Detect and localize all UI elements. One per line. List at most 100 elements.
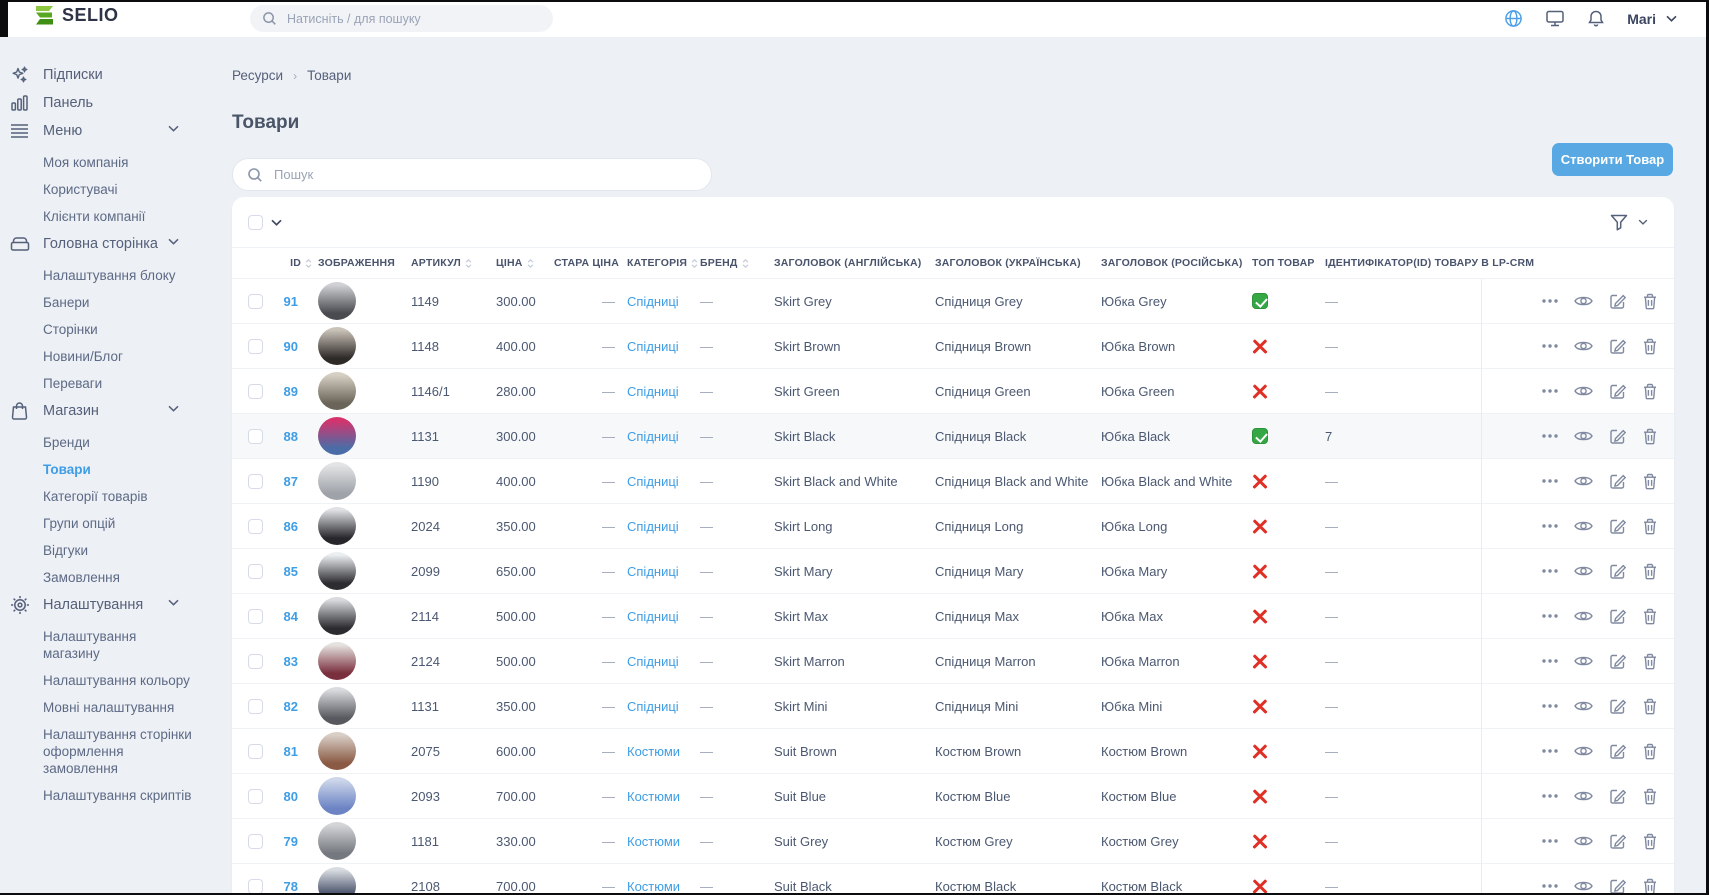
category-link[interactable]: Спідниці	[627, 338, 679, 354]
view-eye-icon[interactable]	[1574, 879, 1593, 893]
product-id-link[interactable]: 84	[283, 608, 298, 624]
view-eye-icon[interactable]	[1574, 294, 1593, 308]
sidebar-section-5[interactable]: Налаштування	[10, 591, 218, 619]
category-link[interactable]: Костюми	[627, 743, 681, 759]
product-image[interactable]	[318, 372, 356, 410]
more-actions-icon[interactable]	[1542, 704, 1558, 708]
sort-icon[interactable]	[742, 258, 749, 268]
bell-icon[interactable]	[1587, 9, 1605, 28]
category-link[interactable]: Костюми	[627, 788, 681, 804]
sidebar-item-active[interactable]: Товари	[43, 462, 91, 477]
edit-icon[interactable]	[1609, 428, 1626, 445]
product-id-link[interactable]: 82	[283, 698, 298, 714]
more-actions-icon[interactable]	[1542, 569, 1558, 573]
global-search-input[interactable]	[285, 10, 541, 27]
row-checkbox[interactable]	[248, 383, 263, 399]
sidebar-item[interactable]: Налаштування скриптів	[43, 788, 192, 803]
category-link[interactable]: Спідниці	[627, 698, 679, 714]
product-image[interactable]	[318, 597, 356, 635]
view-eye-icon[interactable]	[1574, 384, 1593, 398]
category-link[interactable]: Спідниці	[627, 383, 679, 399]
more-actions-icon[interactable]	[1542, 524, 1558, 528]
product-image[interactable]	[318, 417, 356, 455]
category-link[interactable]: Спідниці	[627, 653, 679, 669]
product-id-link[interactable]: 80	[283, 788, 298, 804]
row-checkbox[interactable]	[248, 518, 263, 534]
edit-icon[interactable]	[1609, 563, 1626, 580]
product-id-link[interactable]: 81	[283, 743, 298, 759]
edit-icon[interactable]	[1609, 338, 1626, 355]
sidebar-item[interactable]: Налаштування блоку	[43, 268, 176, 283]
select-all-checkbox[interactable]	[248, 214, 263, 230]
globe-icon[interactable]	[1504, 9, 1523, 28]
sidebar-item[interactable]: Користувачі	[43, 182, 118, 197]
category-link[interactable]: Спідниці	[627, 608, 679, 624]
product-id-link[interactable]: 89	[283, 383, 298, 399]
row-checkbox[interactable]	[248, 293, 263, 309]
product-image[interactable]	[318, 282, 356, 320]
more-actions-icon[interactable]	[1542, 794, 1558, 798]
sort-icon[interactable]	[527, 258, 534, 268]
view-eye-icon[interactable]	[1574, 429, 1593, 443]
edit-icon[interactable]	[1609, 698, 1626, 715]
delete-trash-icon[interactable]	[1642, 473, 1658, 490]
more-actions-icon[interactable]	[1542, 389, 1558, 393]
category-link[interactable]: Спідниці	[627, 518, 679, 534]
delete-trash-icon[interactable]	[1642, 833, 1658, 850]
global-search[interactable]	[250, 5, 553, 32]
sidebar-section-0[interactable]: Підписки	[10, 61, 218, 89]
delete-trash-icon[interactable]	[1642, 608, 1658, 625]
view-eye-icon[interactable]	[1574, 339, 1593, 353]
sidebar-item[interactable]: Замовлення	[43, 570, 120, 585]
delete-trash-icon[interactable]	[1642, 788, 1658, 805]
more-actions-icon[interactable]	[1542, 344, 1558, 348]
edit-icon[interactable]	[1609, 878, 1626, 895]
product-id-link[interactable]: 91	[283, 293, 298, 309]
category-link[interactable]: Спідниці	[627, 563, 679, 579]
delete-trash-icon[interactable]	[1642, 743, 1658, 760]
product-image[interactable]	[318, 687, 356, 725]
row-checkbox[interactable]	[248, 338, 263, 354]
more-actions-icon[interactable]	[1542, 614, 1558, 618]
more-actions-icon[interactable]	[1542, 884, 1558, 888]
edit-icon[interactable]	[1609, 293, 1626, 310]
view-eye-icon[interactable]	[1574, 609, 1593, 623]
row-checkbox[interactable]	[248, 653, 263, 669]
view-eye-icon[interactable]	[1574, 474, 1593, 488]
user-menu[interactable]: Mari	[1627, 11, 1677, 27]
delete-trash-icon[interactable]	[1642, 338, 1658, 355]
delete-trash-icon[interactable]	[1642, 518, 1658, 535]
edit-icon[interactable]	[1609, 743, 1626, 760]
filter-control[interactable]	[1610, 214, 1648, 231]
edit-icon[interactable]	[1609, 518, 1626, 535]
view-eye-icon[interactable]	[1574, 654, 1593, 668]
sidebar-section-2[interactable]: Меню	[10, 117, 218, 145]
view-eye-icon[interactable]	[1574, 564, 1593, 578]
product-id-link[interactable]: 85	[283, 563, 298, 579]
more-actions-icon[interactable]	[1542, 434, 1558, 438]
sort-icon[interactable]	[691, 258, 698, 268]
category-link[interactable]: Костюми	[627, 833, 681, 849]
more-actions-icon[interactable]	[1542, 749, 1558, 753]
delete-trash-icon[interactable]	[1642, 428, 1658, 445]
sidebar-item[interactable]: Групи опцій	[43, 516, 116, 531]
more-actions-icon[interactable]	[1542, 479, 1558, 483]
product-image[interactable]	[318, 642, 356, 680]
column-header-артикул[interactable]: АРТИКУЛ	[411, 257, 496, 269]
sidebar-section-1[interactable]: Панель	[10, 89, 218, 117]
product-image[interactable]	[318, 327, 356, 365]
product-id-link[interactable]: 83	[283, 653, 298, 669]
column-header-бренд[interactable]: БРЕНД	[700, 257, 774, 269]
view-eye-icon[interactable]	[1574, 744, 1593, 758]
sidebar-item[interactable]: Налаштування магазину	[43, 629, 137, 661]
delete-trash-icon[interactable]	[1642, 878, 1658, 895]
more-actions-icon[interactable]	[1542, 299, 1558, 303]
bulk-actions-chevron-icon[interactable]	[271, 219, 282, 226]
view-eye-icon[interactable]	[1574, 699, 1593, 713]
product-id-link[interactable]: 78	[283, 878, 298, 894]
more-actions-icon[interactable]	[1542, 839, 1558, 843]
category-link[interactable]: Костюми	[627, 878, 681, 894]
sort-icon[interactable]	[465, 258, 472, 268]
delete-trash-icon[interactable]	[1642, 383, 1658, 400]
row-checkbox[interactable]	[248, 473, 263, 489]
